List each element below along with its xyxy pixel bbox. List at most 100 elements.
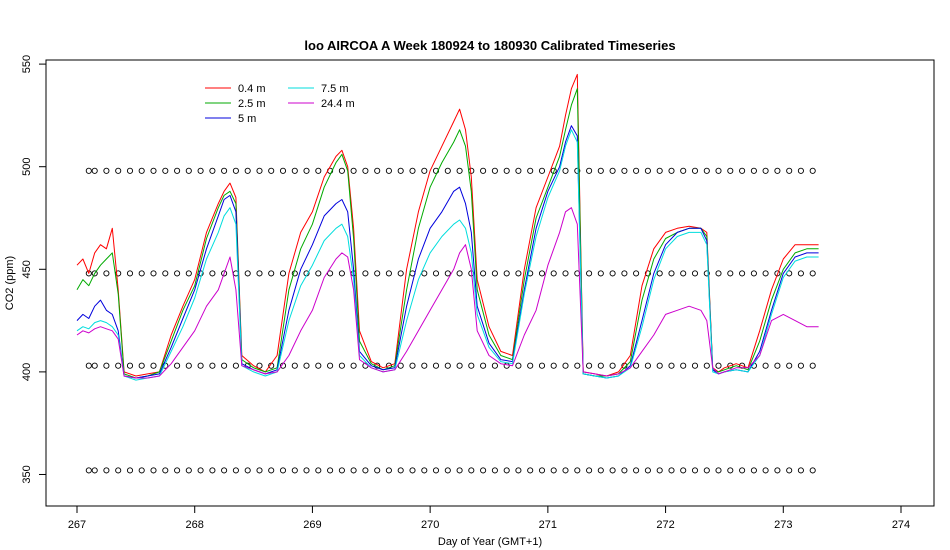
reference-marker	[515, 270, 522, 277]
y-tick-label: 350	[21, 465, 33, 483]
reference-marker	[432, 467, 440, 474]
reference-marker	[91, 167, 98, 174]
reference-marker	[303, 362, 310, 369]
reference-marker	[126, 167, 134, 174]
y-tick-label: 500	[21, 158, 33, 176]
reference-marker	[432, 270, 440, 277]
reference-marker	[503, 362, 510, 369]
reference-marker	[750, 467, 757, 474]
reference-marker	[644, 270, 651, 277]
reference-markers	[85, 167, 816, 474]
reference-marker	[91, 270, 98, 277]
reference-marker	[350, 362, 357, 369]
legend-label: 0.4 m	[238, 83, 266, 95]
reference-marker	[774, 467, 781, 474]
series-line-0-4-m	[76, 73, 819, 377]
reference-marker	[527, 167, 534, 174]
reference-marker	[315, 270, 322, 277]
reference-marker	[338, 270, 345, 277]
reference-marker	[385, 467, 392, 474]
reference-marker	[85, 270, 92, 277]
reference-marker	[656, 362, 663, 369]
reference-marker	[515, 362, 522, 369]
reference-marker	[762, 167, 769, 174]
reference-marker	[633, 270, 640, 277]
reference-marker	[703, 362, 710, 369]
reference-marker	[150, 362, 157, 369]
reference-marker	[562, 362, 569, 369]
legend-label: 7.5 m	[321, 83, 349, 95]
reference-marker	[291, 362, 298, 369]
reference-marker	[103, 467, 110, 474]
reference-marker	[221, 362, 228, 369]
reference-marker	[268, 467, 275, 474]
reference-marker	[409, 362, 416, 369]
reference-marker	[209, 167, 216, 174]
reference-marker	[609, 167, 616, 174]
reference-marker	[562, 467, 569, 474]
reference-marker	[809, 270, 816, 277]
reference-marker	[668, 270, 675, 277]
series-line-7-5-m	[76, 129, 819, 381]
reference-marker	[268, 167, 275, 174]
legend-label: 2.5 m	[238, 98, 266, 110]
reference-marker	[538, 167, 546, 174]
reference-marker	[397, 270, 404, 277]
x-tick-label: 269	[303, 519, 321, 531]
reference-marker	[797, 467, 804, 474]
reference-marker	[362, 270, 369, 277]
reference-marker	[256, 467, 263, 474]
reference-marker	[715, 270, 722, 277]
reference-marker	[279, 467, 287, 474]
reference-marker	[774, 362, 781, 369]
x-tick-label: 274	[892, 519, 910, 531]
reference-marker	[209, 270, 216, 277]
reference-marker	[491, 467, 498, 474]
x-axis-label: Day of Year (GMT+1)	[438, 536, 542, 548]
reference-marker	[597, 362, 604, 369]
reference-marker	[174, 467, 181, 474]
reference-marker	[762, 362, 769, 369]
reference-marker	[739, 167, 746, 174]
reference-marker	[385, 362, 392, 369]
x-tick-label: 272	[656, 519, 674, 531]
reference-marker	[680, 362, 687, 369]
reference-marker	[491, 270, 498, 277]
reference-marker	[138, 270, 145, 277]
reference-marker	[691, 167, 699, 174]
x-tick-label: 267	[68, 519, 86, 531]
reference-marker	[774, 270, 781, 277]
reference-marker	[491, 167, 498, 174]
reference-marker	[327, 362, 334, 369]
reference-marker	[550, 270, 557, 277]
reference-marker	[138, 362, 145, 369]
reference-marker	[126, 467, 134, 474]
reference-marker	[91, 362, 98, 369]
reference-marker	[739, 362, 746, 369]
reference-marker	[480, 467, 487, 474]
reference-marker	[586, 270, 593, 277]
reference-marker	[727, 362, 734, 369]
reference-marker	[409, 167, 416, 174]
reference-marker	[574, 467, 581, 474]
reference-marker	[303, 467, 310, 474]
reference-marker	[774, 167, 781, 174]
reference-marker	[727, 167, 734, 174]
reference-marker	[174, 270, 181, 277]
reference-marker	[291, 467, 298, 474]
reference-marker	[126, 270, 134, 277]
reference-marker	[432, 167, 440, 174]
reference-marker	[574, 362, 581, 369]
reference-marker	[586, 167, 593, 174]
reference-marker	[538, 362, 546, 369]
reference-marker	[503, 167, 510, 174]
reference-marker	[562, 270, 569, 277]
reference-marker	[244, 270, 251, 277]
reference-marker	[597, 270, 604, 277]
reference-marker	[574, 167, 581, 174]
reference-marker	[609, 467, 616, 474]
reference-marker	[150, 467, 157, 474]
reference-marker	[432, 362, 440, 369]
reference-marker	[397, 167, 404, 174]
